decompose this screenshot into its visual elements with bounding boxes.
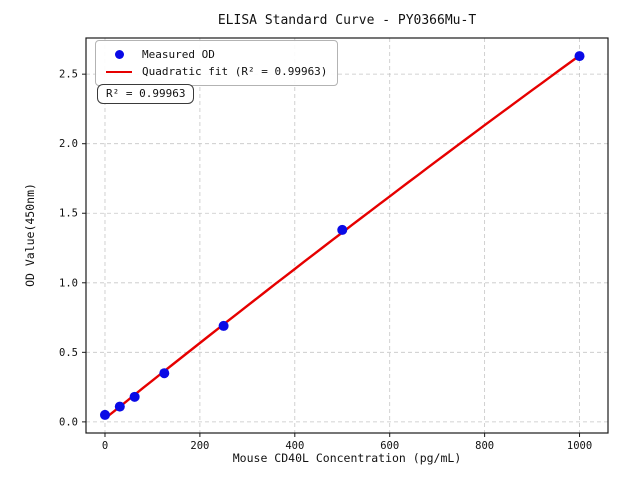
y-axis-label: OD Value(450nm) bbox=[23, 183, 37, 287]
y-tick-label: 2.0 bbox=[59, 138, 78, 150]
quadratic-fit-line bbox=[104, 54, 581, 420]
measured-od-point bbox=[114, 401, 125, 412]
legend-label-measured-od: Measured OD bbox=[142, 48, 215, 61]
x-tick-label: 800 bbox=[475, 440, 494, 452]
x-tick-label: 600 bbox=[380, 440, 399, 452]
measured-od-point bbox=[574, 51, 585, 62]
r-squared-annotation: R² = 0.99963 bbox=[97, 84, 195, 104]
fit-line-sample-icon bbox=[106, 70, 132, 73]
y-tick-label: 0.0 bbox=[59, 416, 78, 428]
x-axis-label: Mouse CD40L Concentration (pg/mL) bbox=[232, 451, 462, 465]
y-tick-label: 2.5 bbox=[59, 69, 78, 81]
y-tick-label: 1.0 bbox=[59, 277, 78, 289]
x-tick-label: 200 bbox=[190, 440, 209, 452]
measured-od-dot-icon bbox=[114, 50, 124, 59]
x-tick-label: 400 bbox=[285, 440, 304, 452]
measured-od-point bbox=[129, 391, 140, 402]
measured-od-point bbox=[99, 409, 110, 420]
legend: Measured OD Quadratic fit (R² = 0.99963) bbox=[95, 40, 339, 86]
legend-label-quadratic-fit: Quadratic fit (R² = 0.99963) bbox=[142, 65, 328, 78]
measured-od-point bbox=[159, 368, 170, 379]
x-tick-label: 1000 bbox=[567, 440, 592, 452]
plot-border bbox=[85, 37, 609, 434]
x-tick-label: 0 bbox=[102, 440, 108, 452]
legend-item-quadratic-fit: Quadratic fit (R² = 0.99963) bbox=[104, 63, 327, 80]
y-tick-label: 0.5 bbox=[59, 347, 78, 359]
y-tick-label: 1.5 bbox=[59, 208, 78, 220]
legend-item-measured-od: Measured OD bbox=[104, 46, 327, 63]
measured-od-point bbox=[337, 224, 348, 235]
measured-od-point bbox=[218, 320, 229, 331]
chart-title: ELISA Standard Curve - PY0366Mu-T bbox=[217, 13, 477, 28]
